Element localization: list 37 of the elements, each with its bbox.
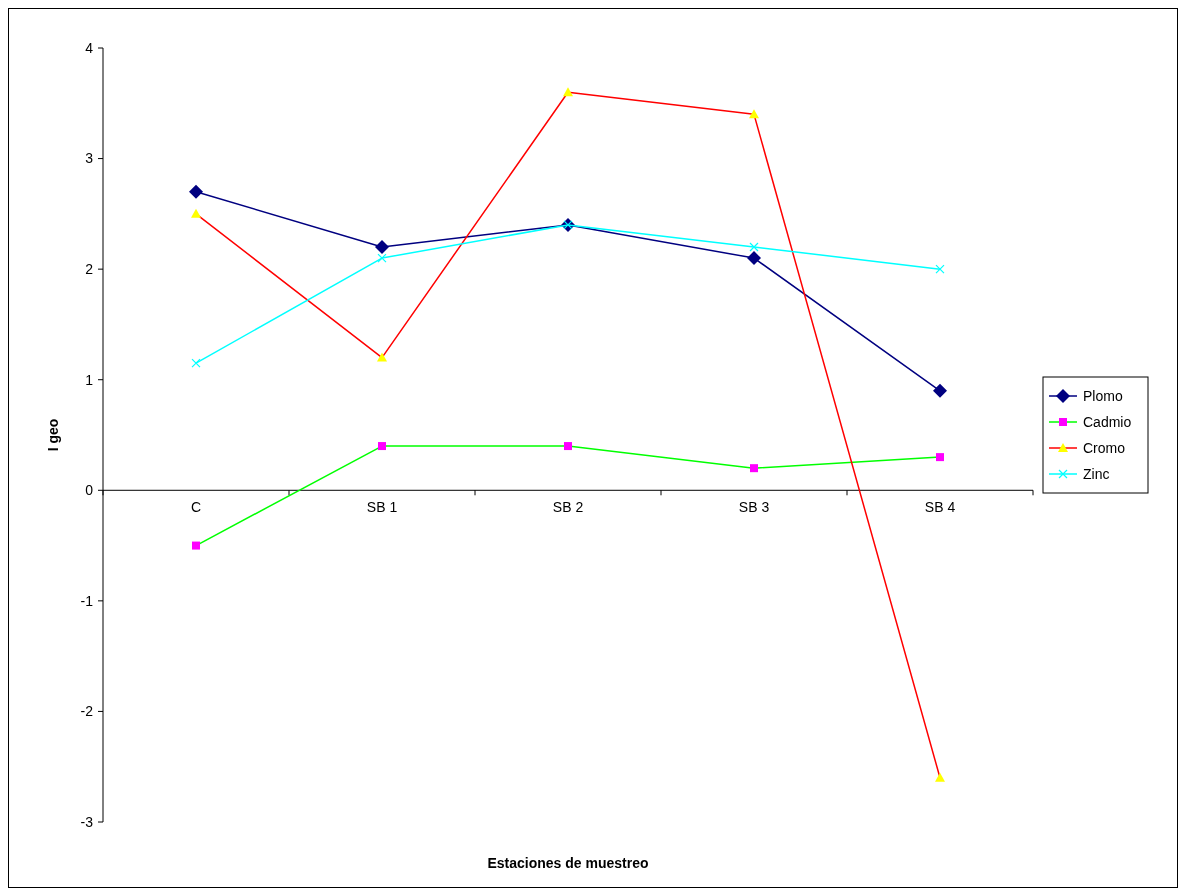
y-tick-label: -1 <box>80 592 94 609</box>
point <box>563 87 573 97</box>
y-tick-label: -2 <box>80 703 94 720</box>
point <box>933 383 947 398</box>
point <box>377 352 387 362</box>
y-tick-label: 2 <box>85 261 94 278</box>
point <box>192 541 200 550</box>
point <box>191 208 201 218</box>
x-tick-label: SB 3 <box>738 499 770 516</box>
point <box>749 109 759 119</box>
point <box>935 264 945 274</box>
y-tick-label: 3 <box>85 150 94 167</box>
point <box>377 253 387 263</box>
y-tick-label: 4 <box>85 39 94 56</box>
point <box>189 184 203 199</box>
point <box>936 453 944 462</box>
point <box>749 242 759 252</box>
point <box>375 240 389 255</box>
legend-label: Zinc <box>1083 465 1110 482</box>
legend-label: Plomo <box>1083 387 1123 404</box>
point <box>750 464 758 473</box>
point <box>564 442 572 451</box>
y-tick-label: 1 <box>85 371 94 388</box>
legend-label: Cromo <box>1083 439 1126 456</box>
y-tick-label: 0 <box>85 482 94 499</box>
point <box>191 358 201 368</box>
x-tick-label: SB 4 <box>924 499 956 516</box>
x-axis-title: Estaciones de muestreo <box>487 855 649 871</box>
point <box>378 442 386 451</box>
point <box>747 251 761 266</box>
y-tick-label: -3 <box>80 813 94 830</box>
y-axis-title: I geo <box>45 418 61 452</box>
x-tick-label: SB 2 <box>552 499 584 516</box>
legend-label: Cadmio <box>1083 413 1132 430</box>
x-tick-label: C <box>190 499 202 516</box>
x-tick-label: SB 1 <box>366 499 398 516</box>
point <box>935 772 945 782</box>
